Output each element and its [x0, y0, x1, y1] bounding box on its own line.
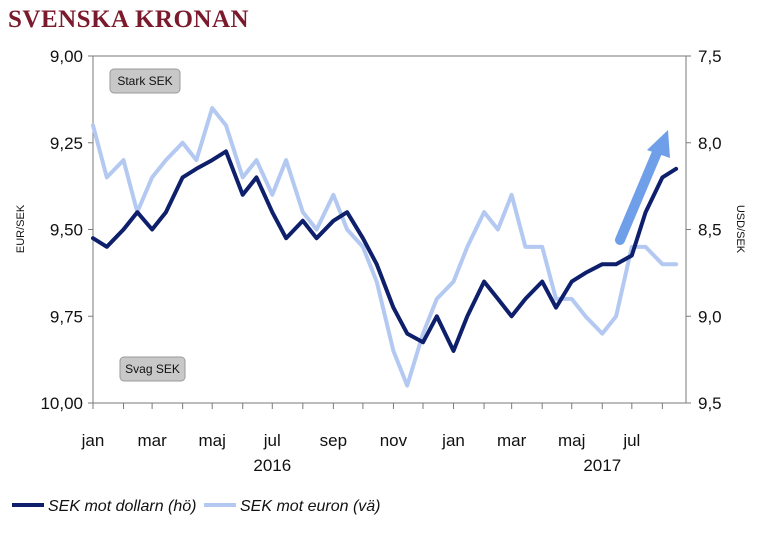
legend-label: SEK mot dollarn (hö): [48, 498, 197, 515]
left-tick-label: 9,25: [50, 134, 83, 153]
legend-label: SEK mot euron (vä): [240, 498, 381, 515]
series-line-dollar: [91, 149, 679, 353]
right-axis-title: USD/SEK: [734, 205, 746, 254]
right-tick-label: 9,0: [698, 307, 722, 326]
annotation-box: [109, 68, 181, 94]
annotation-layer: Stark SEK Svag SEK: [109, 68, 670, 382]
annotation-label: Stark SEK: [117, 74, 172, 88]
series-line-euro: [91, 106, 679, 388]
left-axis-title: EUR/SEK: [15, 204, 27, 253]
x-tick-label: maj: [198, 431, 225, 450]
right-tick-label: 9,5: [698, 394, 722, 413]
x-tick-label: mar: [497, 431, 527, 450]
right-tick-label: 7,5: [698, 47, 722, 66]
left-tick-label: 9,75: [50, 307, 83, 326]
annotation-box: [119, 356, 186, 382]
x-tick-label: maj: [558, 431, 585, 450]
chart-title: SVENSKA KRONAN: [8, 6, 250, 33]
x-tick-label: jul: [622, 431, 640, 450]
left-tick-label: 9,00: [50, 47, 83, 66]
right-tick-label: 8,0: [698, 134, 722, 153]
x-tick-label: sep: [320, 431, 347, 450]
axis-layer: 9,00 9,25 9,50 9,75 10,00 7,5 8,0 8,5 9,0 9,5 EUR/…: [15, 47, 746, 475]
x-tick-label: mar: [137, 431, 167, 450]
plot-frame: [92, 55, 687, 404]
trend-arrow-head: [647, 130, 670, 158]
left-tick-label: 9,50: [50, 221, 83, 240]
x-year-label: 2017: [583, 456, 621, 475]
x-tick-label: jan: [441, 431, 465, 450]
x-tick-label: nov: [380, 431, 408, 450]
x-tick-label: jan: [81, 431, 105, 450]
x-tick-label: jul: [263, 431, 281, 450]
right-tick-label: 8,5: [698, 221, 722, 240]
annotation-label: Svag SEK: [125, 362, 180, 376]
trend-arrow-shaft: [615, 145, 663, 245]
x-year-label: 2016: [253, 456, 291, 475]
legend-layer: SEK mot dollarn (hö) SEK mot euron (vä): [12, 498, 381, 515]
left-tick-label: 10,00: [40, 394, 83, 413]
series-layer: [91, 106, 679, 388]
